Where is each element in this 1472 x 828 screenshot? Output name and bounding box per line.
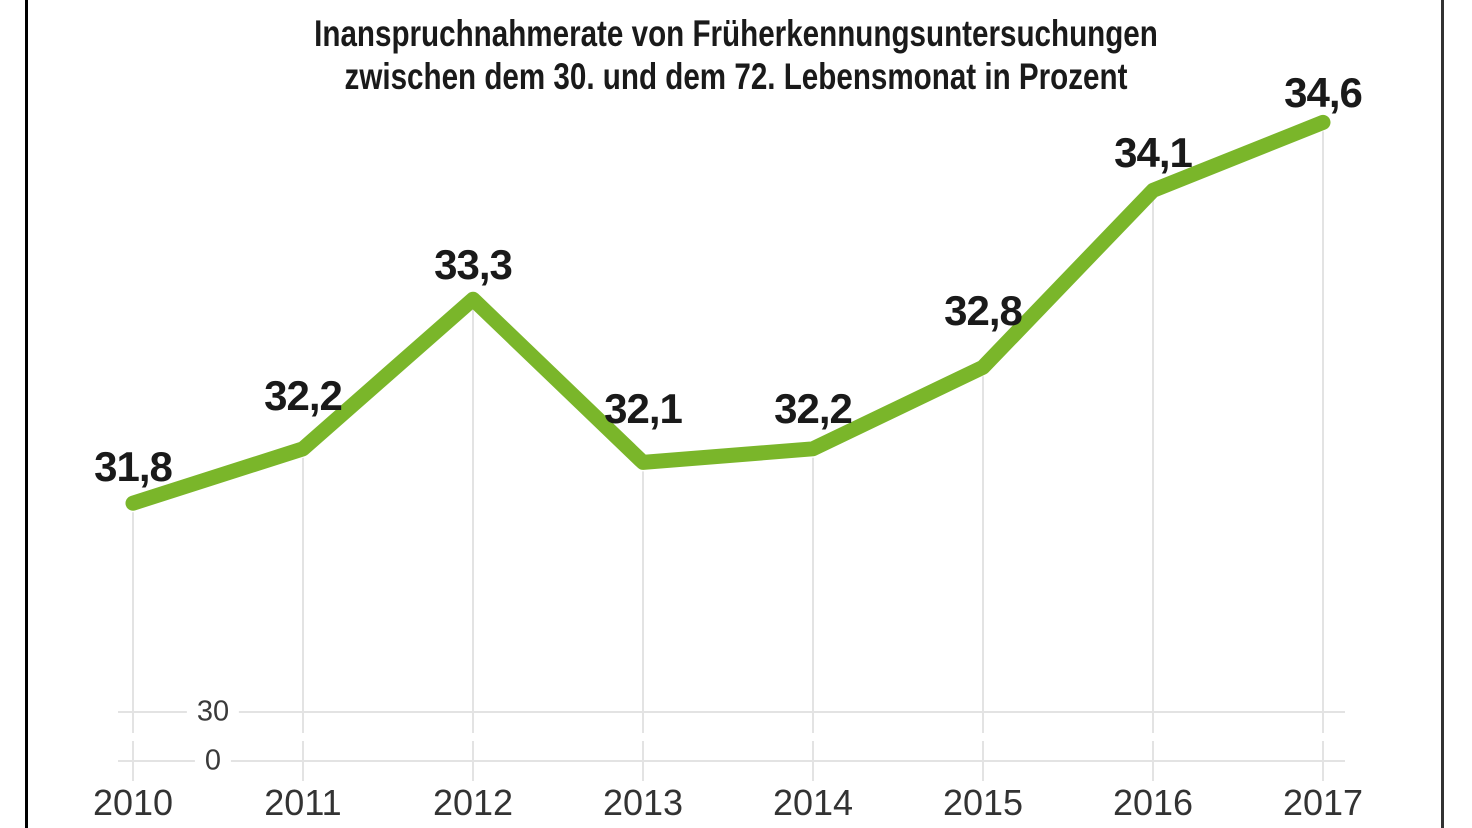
value-label-2015: 32,8 — [944, 287, 1023, 335]
x-axis-label-2013: 2013 — [602, 782, 684, 823]
y-tick-label-0: 0 — [194, 744, 232, 778]
chart-title: Inanspruchnahmerate von Früherkennungsun… — [147, 12, 1325, 98]
x-axis-label-2016: 2016 — [1112, 782, 1194, 823]
x-axis-label-2014: 2014 — [772, 782, 854, 823]
x-axis-label-2012: 2012 — [432, 782, 514, 823]
value-label-2013: 32,1 — [604, 385, 683, 433]
value-label-2012: 33,3 — [434, 241, 513, 289]
x-axis-label-2011: 2011 — [264, 782, 342, 823]
value-label-2011: 32,2 — [264, 371, 343, 419]
value-label-2017: 34,6 — [1284, 69, 1363, 117]
chart-title-line2: zwischen dem 30. und dem 72. Lebensmonat… — [344, 56, 1128, 97]
x-axis-label-2015: 2015 — [942, 782, 1024, 823]
left-edge-border — [25, 0, 28, 828]
value-label-2014: 32,2 — [774, 384, 853, 432]
x-axis-label-2010: 2010 — [92, 782, 174, 823]
trend-line — [125, 114, 1331, 511]
chart-title-line1: Inanspruchnahmerate von Früherkennungsun… — [314, 13, 1158, 54]
y-tick-label-30: 30 — [186, 695, 240, 729]
x-axis-label-2017: 2017 — [1282, 782, 1364, 823]
value-label-2016: 34,1 — [1114, 129, 1193, 177]
right-edge-border — [1441, 0, 1444, 828]
value-label-2010: 31,8 — [94, 443, 173, 491]
